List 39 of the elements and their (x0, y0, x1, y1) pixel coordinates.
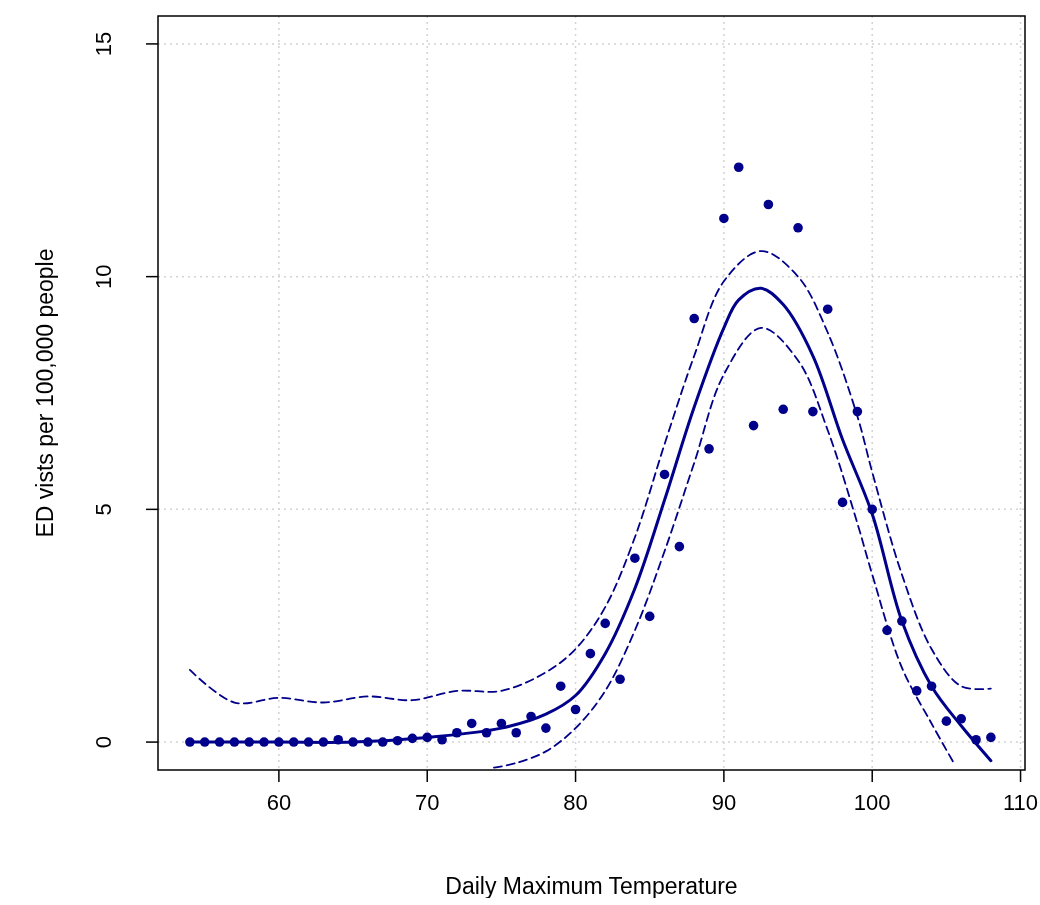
point (941, 716, 952, 726)
x-tick-label: 70 (414, 790, 440, 815)
point (689, 313, 700, 324)
point (630, 553, 640, 564)
y-tick-label: 5 (90, 503, 116, 516)
x-tick-label: 100 (853, 790, 891, 815)
line-series (188, 250, 992, 704)
point (704, 444, 714, 454)
point (511, 727, 522, 738)
x-tick-label: 90 (711, 790, 737, 815)
y-axis-title: ED vists per 100,000 people (32, 248, 58, 538)
x-axis-title: Daily Maximum Temperature (445, 873, 738, 899)
x-tick-label: 60 (266, 790, 292, 815)
point (808, 406, 818, 417)
point (674, 541, 685, 552)
point (719, 213, 729, 224)
point (778, 404, 789, 415)
y-tick-label: 10 (90, 264, 116, 289)
x-tick-label: 80 (563, 790, 588, 815)
point (585, 648, 596, 659)
point (555, 681, 566, 692)
line-series (493, 326, 955, 769)
point (986, 732, 996, 743)
point (733, 162, 744, 173)
x-tick-label: 110 (1003, 790, 1039, 815)
point (541, 723, 551, 733)
point (748, 420, 759, 431)
point (659, 469, 670, 480)
point (763, 199, 774, 210)
y-tick-label: 0 (90, 735, 116, 749)
point (466, 718, 477, 729)
point (615, 674, 625, 685)
point (570, 704, 581, 715)
y-tick-label: 15 (90, 31, 116, 57)
point (837, 497, 848, 508)
point (644, 611, 655, 622)
point (822, 304, 833, 315)
point (600, 618, 611, 629)
point (793, 222, 803, 233)
